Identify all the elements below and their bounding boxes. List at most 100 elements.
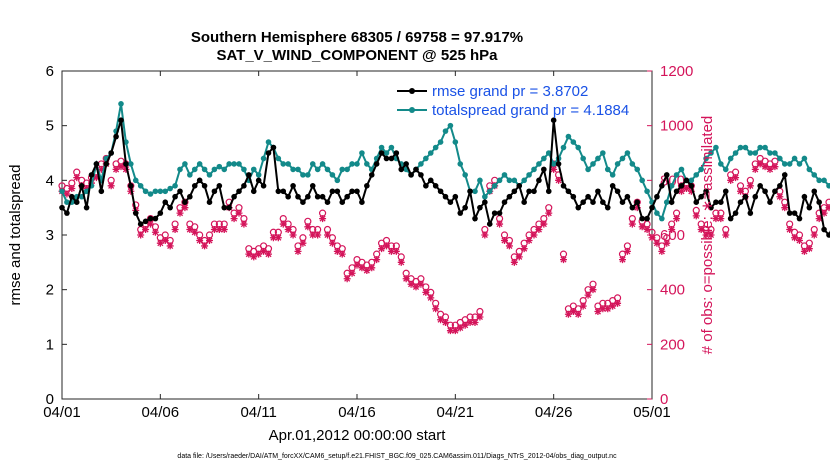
- rmse-point: [585, 193, 591, 200]
- obs-assimilated-point: [422, 288, 430, 296]
- rmse-point: [742, 193, 749, 200]
- obs-assimilated-point: [609, 302, 617, 310]
- totalspread-point: [442, 128, 449, 134]
- obs-assimilated-point: [638, 223, 646, 231]
- obs-assimilated-point: [569, 308, 577, 316]
- rmse-point: [678, 183, 685, 189]
- rmse-point: [59, 204, 65, 211]
- totalspread-point: [280, 161, 287, 167]
- rmse-point: [772, 188, 778, 195]
- obs-assimilated-point: [432, 305, 440, 313]
- obs-assimilated-point: [166, 242, 174, 250]
- obs-assimilated-point: [520, 245, 528, 253]
- obs-assimilated-point: [604, 305, 612, 313]
- obs-assimilated-point: [461, 321, 469, 329]
- totalspread-point: [236, 161, 242, 167]
- rmse-point: [137, 221, 144, 227]
- rmse-point: [432, 183, 439, 189]
- rmse-point: [786, 210, 793, 216]
- legend-spread-marker: [409, 107, 415, 113]
- obs-assimilated-point: [815, 215, 823, 223]
- obs-assimilated-point: [324, 231, 331, 239]
- obs-assimilated-point: [176, 209, 184, 217]
- totalspread-point: [477, 177, 483, 184]
- y-tick-label: 5: [46, 118, 54, 135]
- totalspread-point: [349, 161, 355, 167]
- rmse-point: [196, 177, 203, 184]
- obs-assimilated-point: [142, 226, 150, 234]
- rmse-point: [69, 193, 75, 200]
- x-tick-label: 05/01: [633, 404, 671, 421]
- totalspread-point: [575, 144, 582, 151]
- legend-rmse-marker: [409, 88, 415, 94]
- y-tick-label: 3: [46, 227, 54, 244]
- totalspread-point: [634, 166, 641, 173]
- obs-assimilated-point: [810, 231, 818, 239]
- totalspread-point: [629, 161, 636, 167]
- y-tick-label: 1: [46, 336, 54, 353]
- rmse-point: [241, 183, 247, 189]
- obs-assimilated-point: [63, 190, 71, 198]
- totalspread-point: [747, 150, 754, 156]
- rmse-point: [250, 188, 257, 195]
- obs-assimilated-point: [633, 204, 641, 212]
- rmse-point: [211, 188, 218, 195]
- obs-assimilated-point: [555, 176, 563, 184]
- totalspread-point: [59, 188, 65, 195]
- obs-assimilated-point: [343, 275, 351, 283]
- obs-assimilated-point: [687, 187, 695, 195]
- rmse-point: [614, 188, 621, 195]
- obs-assimilated-point: [358, 264, 366, 272]
- rmse-point: [285, 193, 291, 200]
- rmse-point: [708, 204, 714, 211]
- obs-assimilated-point: [663, 239, 671, 247]
- totalspread-point: [531, 166, 537, 173]
- totalspread-point: [482, 193, 488, 200]
- totalspread-point: [614, 161, 621, 167]
- totalspread-point: [727, 155, 734, 162]
- obs-assimilated-point: [594, 308, 602, 316]
- obs-assimilated-point: [171, 226, 179, 234]
- obs-assimilated-point: [727, 176, 735, 184]
- rmse-point: [659, 183, 665, 189]
- rmse-point: [103, 161, 110, 167]
- y-right-tick-label: 0: [660, 391, 668, 408]
- obs-assimilated-point: [678, 187, 685, 195]
- totalspread-point: [241, 166, 247, 173]
- rmse-point: [83, 204, 90, 211]
- plot-frame: [61, 70, 653, 400]
- rmse-point: [688, 183, 695, 189]
- rmse-point: [545, 188, 552, 195]
- rmse-point: [206, 199, 213, 205]
- rmse-point: [639, 215, 645, 222]
- totalspread-point: [772, 150, 778, 156]
- totalspread-point: [359, 150, 365, 156]
- obs-assimilated-point: [623, 247, 631, 255]
- obs-assimilated-point: [471, 318, 479, 326]
- obs-assimilated-point: [584, 291, 592, 299]
- obs-assimilated-point: [697, 226, 705, 234]
- x-axis-label: Apr.01,2012 00:00:00 start: [269, 427, 447, 444]
- rmse-point: [398, 166, 405, 173]
- rmse-point: [427, 177, 434, 184]
- rmse-point: [486, 221, 493, 227]
- totalspread-point: [545, 150, 552, 156]
- rmse-point: [182, 199, 188, 205]
- totalspread-point: [383, 150, 390, 156]
- totalspread-point: [388, 144, 395, 151]
- totalspread-point: [265, 139, 272, 145]
- obs-assimilated-point: [712, 215, 720, 223]
- obs-assimilated-point: [732, 174, 740, 182]
- rmse-point: [806, 204, 813, 211]
- rmse-point: [93, 161, 100, 167]
- totalspread-point: [609, 172, 616, 178]
- totalspread-point: [688, 177, 695, 184]
- obs-assimilated-point: [373, 256, 381, 264]
- obs-assimilated-point: [653, 239, 661, 247]
- obs-assimilated-point: [756, 160, 764, 168]
- totalspread-point: [663, 199, 670, 205]
- rmse-point: [796, 215, 803, 222]
- totalspread-point: [693, 172, 700, 178]
- rmse-point: [447, 199, 454, 205]
